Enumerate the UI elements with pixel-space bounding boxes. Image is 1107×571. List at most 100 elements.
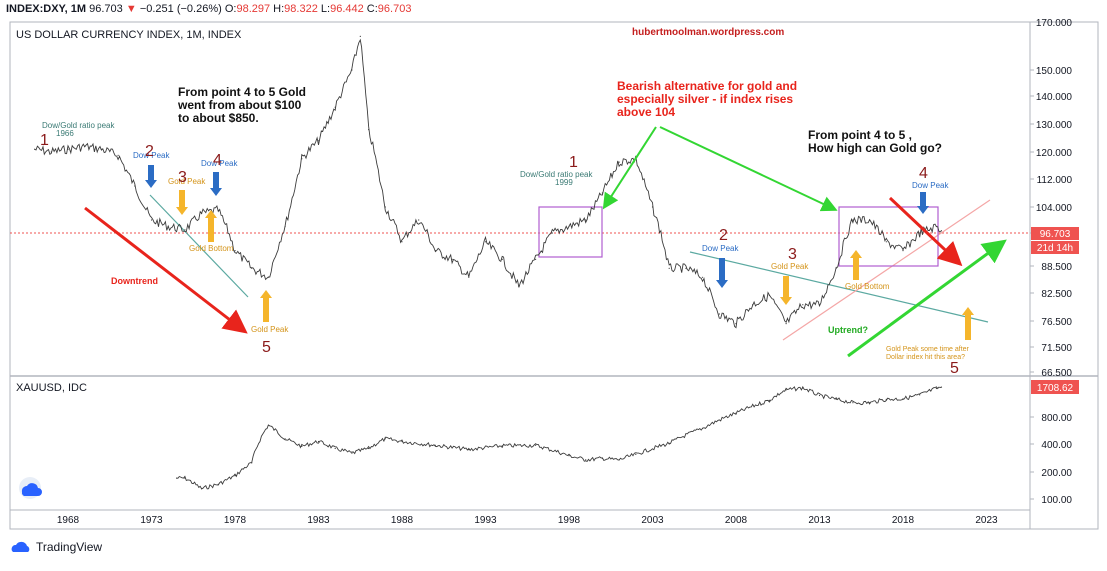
dxy-series-line <box>34 38 942 329</box>
gold-series-line-point <box>785 389 787 391</box>
dxy-series-line-point <box>434 250 436 252</box>
symbol-label[interactable]: INDEX:DXY, 1M <box>6 3 87 15</box>
low-label: L: <box>320 3 331 15</box>
tradingview-label: TradingView <box>36 540 103 554</box>
gold-peak-label-2: Gold Peak <box>251 325 289 334</box>
gold-series-line-point <box>702 427 704 429</box>
x-tick-label: 1993 <box>474 515 497 526</box>
x-tick-label: 2013 <box>808 515 831 526</box>
recent-down-arrow <box>888 196 963 267</box>
bearish-arrow-right <box>659 126 838 212</box>
dow-gold-1999-line2: 1999 <box>555 178 573 187</box>
gold-series-line-point <box>501 445 503 447</box>
dxy-series-line-point <box>451 258 453 260</box>
change-down-icon: ▼ <box>125 3 137 15</box>
gold-series-line-point <box>468 449 470 451</box>
gold-series-line-point <box>284 438 286 440</box>
chart-frame <box>9 21 1099 530</box>
gold-pane-title: XAUUSD, IDC <box>16 382 87 394</box>
dxy-series-line-point <box>735 323 737 325</box>
dxy-series-line-point <box>167 225 169 228</box>
dow-gold-1966-line1: Dow/Gold ratio peak <box>42 121 115 130</box>
dxy-series-line-point <box>117 154 119 156</box>
x-tick-label: 1973 <box>140 515 163 526</box>
gold-bottom-label-1: Gold Bottom <box>189 244 234 253</box>
dxy-series-line-point <box>368 129 370 131</box>
wave-label-2b: 2 <box>719 227 728 244</box>
gold-series-line-point <box>935 387 938 390</box>
close-value: 96.703 <box>377 3 412 15</box>
gold-series-line-point <box>217 483 219 485</box>
dxy-series-line-point <box>184 229 186 231</box>
dxy-y-tick-label: 104.000 <box>1036 203 1073 214</box>
watermark-url: hubertmoolman.wordpress.com <box>632 27 784 38</box>
dxy-last-tag <box>1031 227 1079 240</box>
dxy-y-tick-label: 88.500 <box>1041 262 1072 273</box>
gold-series-line-point <box>852 402 854 404</box>
dxy-series-line-point <box>651 206 654 208</box>
gold-series-line-point <box>818 394 821 397</box>
x-tick-label: 2003 <box>641 515 664 526</box>
gold-bottom-arrow-1 <box>205 210 217 242</box>
wave-label-3b: 3 <box>788 246 797 263</box>
dxy-series-line-point <box>551 232 553 234</box>
dxy-y-tick-label: 76.500 <box>1041 317 1072 328</box>
x-tick-label: 1988 <box>391 515 414 526</box>
dxy-y-tick-label: 66.500 <box>1041 368 1072 379</box>
current-box <box>838 206 939 267</box>
dxy-series-line-point <box>919 232 921 234</box>
gold-series-line-point <box>835 398 837 400</box>
dxy-series-line-point <box>601 192 604 194</box>
gold-series-line-point <box>176 477 178 479</box>
dxy-pane-title: US DOLLAR CURRENCY INDEX, 1M, INDEX <box>16 29 242 41</box>
gold-series-line-point <box>902 398 904 400</box>
dxy-series-line-point <box>484 241 487 243</box>
note-gold-line1: From point 4 to 5 Gold <box>178 85 306 99</box>
gold-series-line-point <box>368 447 370 450</box>
gold-series-line-point <box>535 444 537 446</box>
bearish-line1: Bearish alternative for gold and <box>617 79 797 93</box>
tradingview-logo[interactable]: TradingView <box>10 540 102 554</box>
dxy-series-line-point <box>585 219 587 221</box>
low-value: 96.442 <box>330 3 364 15</box>
dxy-series-line-point <box>284 225 286 228</box>
gold-series-line-point <box>434 444 436 446</box>
note-gold-line2: went from about $100 <box>177 98 302 112</box>
gold-series-line-point <box>668 442 670 444</box>
gold-peak-label-3: Gold Peak <box>771 262 809 271</box>
gold-bottom-label-2: Gold Bottom <box>845 282 890 291</box>
dxy-series-line-point <box>518 285 520 287</box>
gold-series-line-point <box>735 412 737 414</box>
dow-peak-label-4: Dow Peak <box>912 181 949 190</box>
dxy-series-line-point <box>201 212 203 215</box>
dxy-series-line-point <box>802 304 804 306</box>
dxy-series-line-point <box>418 219 420 221</box>
x-tick-label: 2008 <box>725 515 748 526</box>
dow-peak-arrow-4 <box>917 192 929 214</box>
wave-label-1b: 1 <box>569 154 578 171</box>
cloud-icon[interactable] <box>19 477 42 499</box>
dxy-series-line-point <box>100 148 102 150</box>
downtrend-line <box>149 194 249 298</box>
dxy-series-line-point <box>501 258 503 260</box>
tradingview-cloud-icon <box>11 541 30 552</box>
dxy-series-line-point <box>852 219 854 221</box>
gold-y-tick-label: 400.00 <box>1041 440 1072 451</box>
x-tick-label: 1983 <box>307 515 330 526</box>
dxy-series-line-point <box>217 209 219 211</box>
x-tick-label: 1978 <box>224 515 247 526</box>
dxy-series-line-point <box>935 225 938 228</box>
dow-peak-label-2: Dow Peak <box>201 159 238 168</box>
dxy-y-tick-label: 71.500 <box>1041 343 1072 354</box>
gold-series-line-point <box>869 402 871 404</box>
gold-series-line-point <box>251 462 253 464</box>
dow-peak-arrow-3 <box>716 258 728 288</box>
dxy-series-line-point <box>752 304 754 306</box>
gold-series-line-point <box>601 457 604 459</box>
gold-last-value: 1708.62 <box>1037 383 1074 394</box>
dxy-series-line-point <box>359 35 361 38</box>
dxy-series-line-point <box>50 151 52 153</box>
bearish-line2: especially silver - if index rises <box>617 92 793 106</box>
dow-peak-label-3: Dow Peak <box>702 244 739 253</box>
